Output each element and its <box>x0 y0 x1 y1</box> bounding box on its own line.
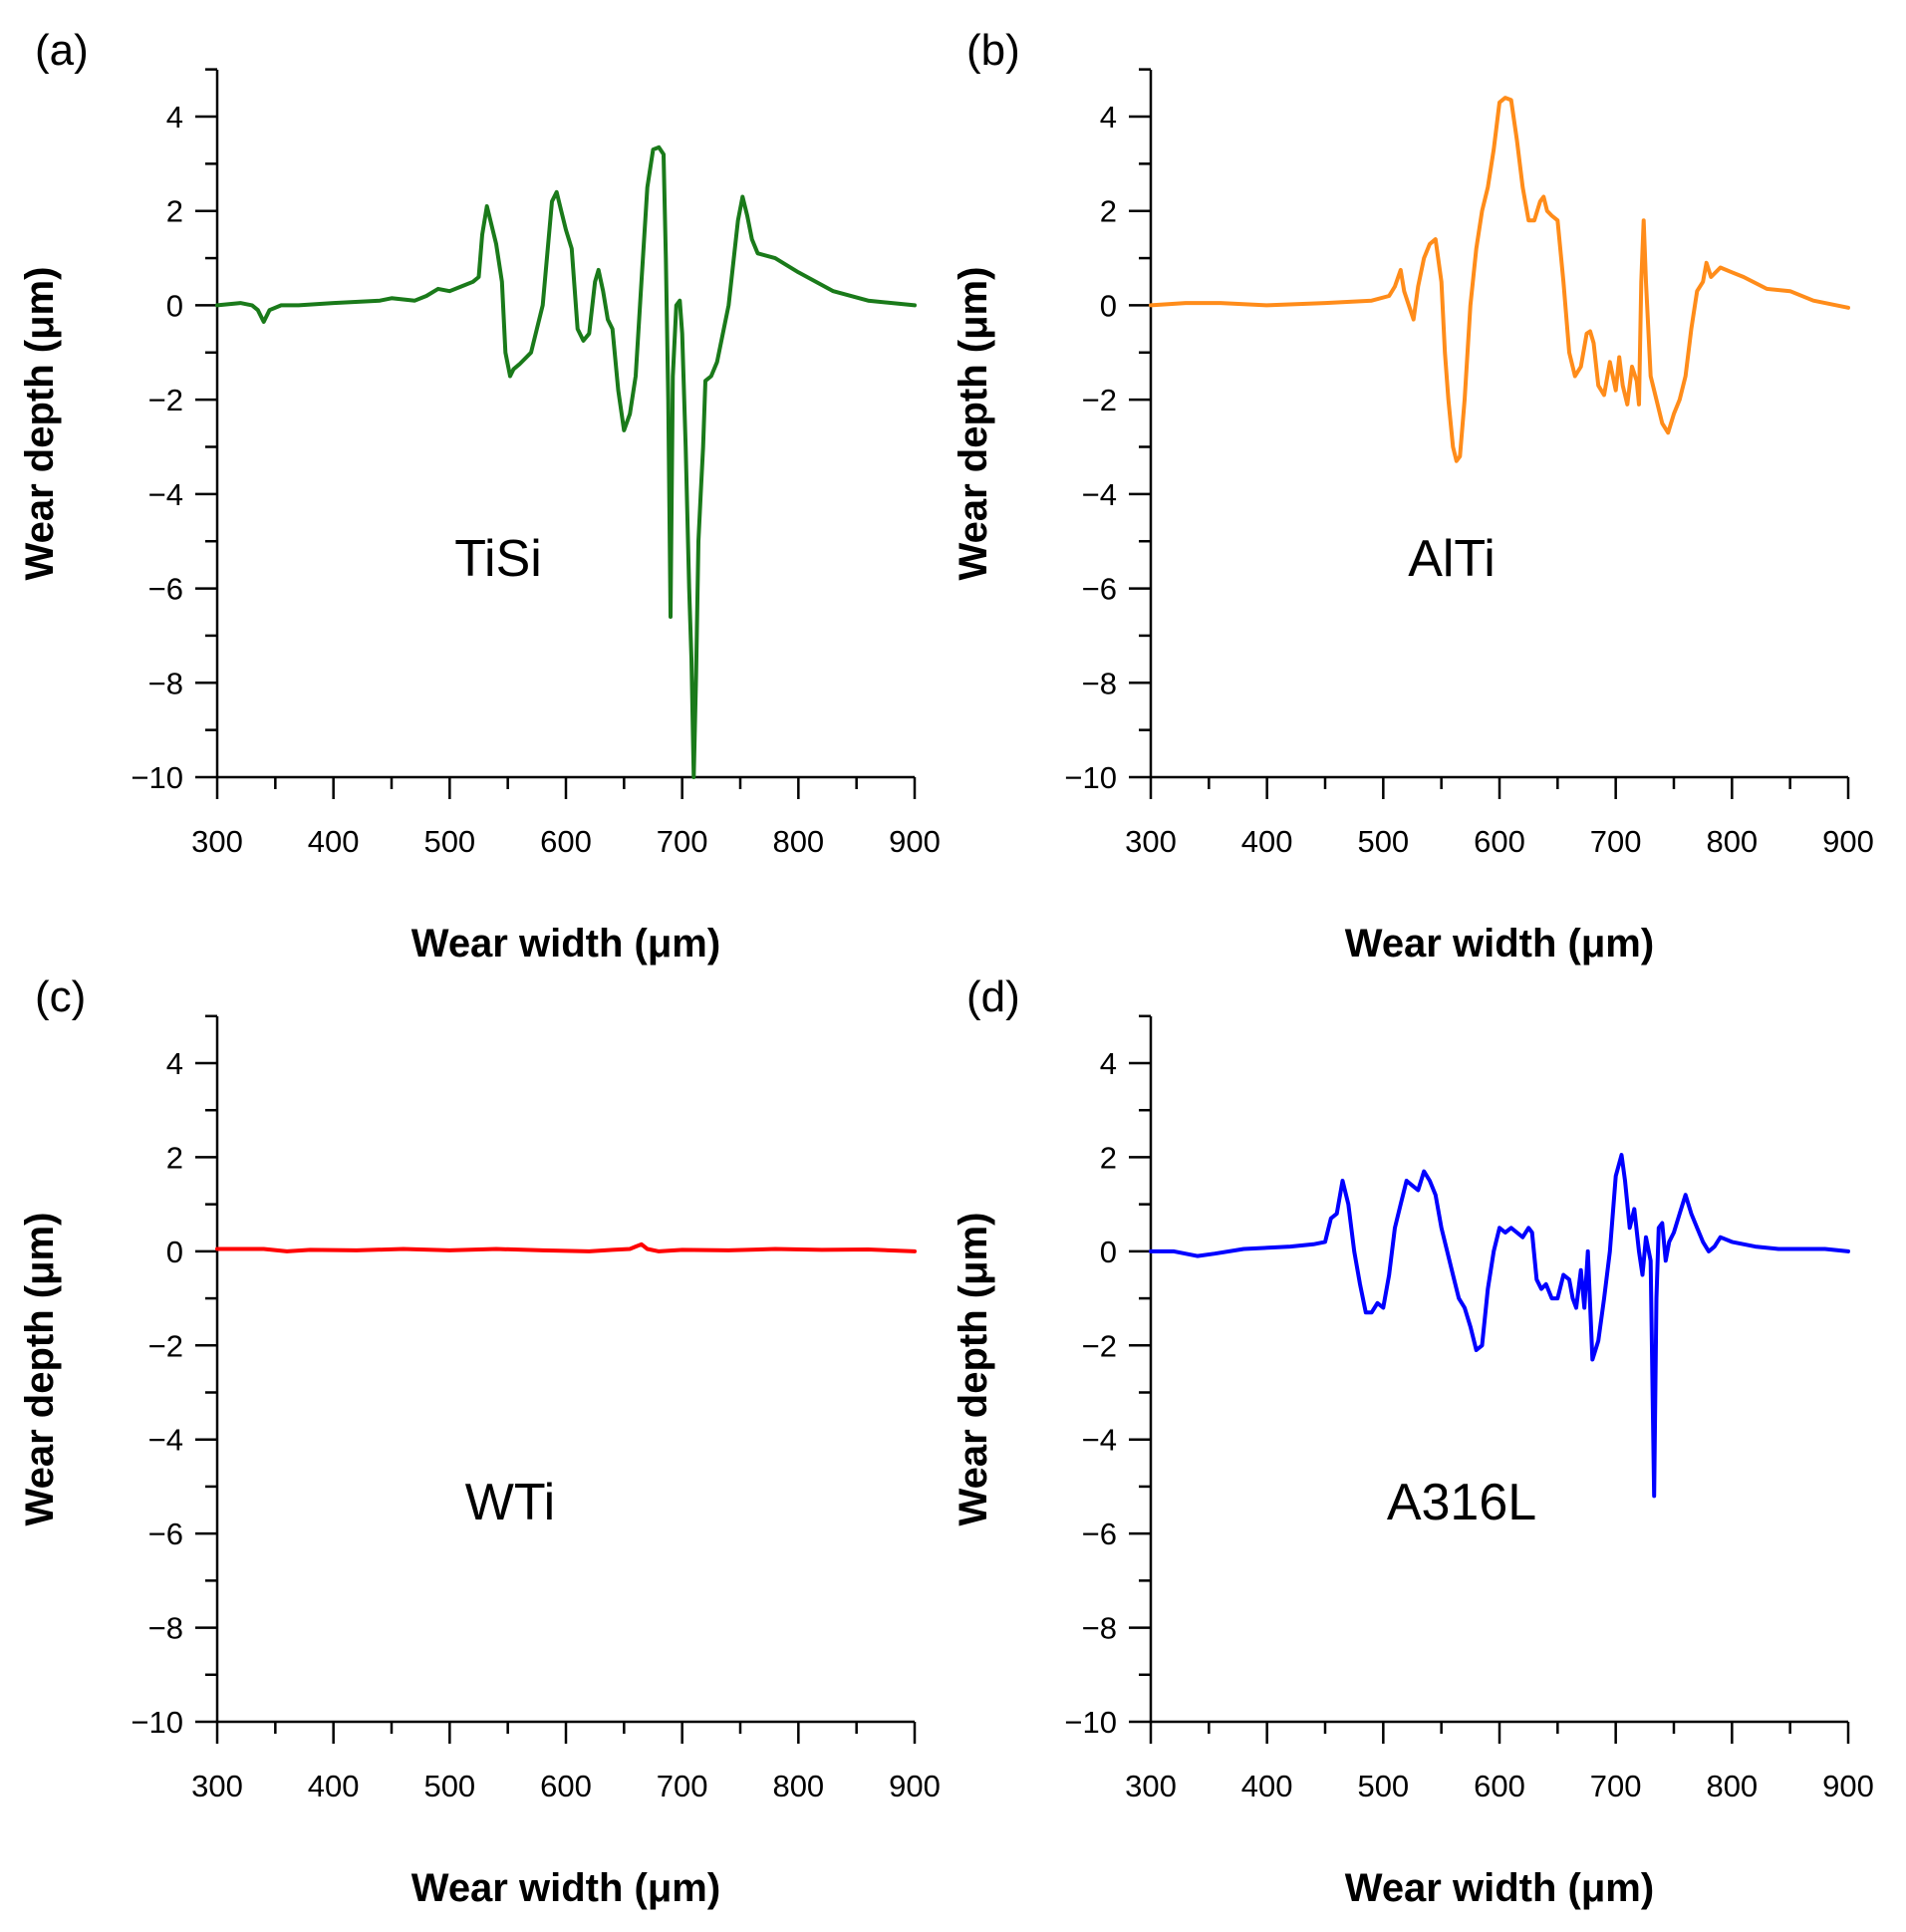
x-tick-label: 700 <box>657 1769 708 1803</box>
series-line-alti <box>1149 96 1850 463</box>
panel-label: (a) <box>35 26 89 75</box>
x-tick-label: 800 <box>1706 824 1758 859</box>
panel-label: (b) <box>966 26 1020 75</box>
y-axis-title: Wear depth (μm) <box>18 267 62 581</box>
y-tick-label: 2 <box>166 1140 183 1175</box>
y-tick-label: −10 <box>1064 760 1117 795</box>
y-tick-label: −10 <box>131 1705 183 1740</box>
x-tick-label: 600 <box>1474 824 1525 859</box>
y-tick-label: −8 <box>148 1611 183 1646</box>
y-tick-label: 2 <box>166 194 183 229</box>
y-tick-label: 0 <box>166 1235 183 1269</box>
material-annotation: AlTi <box>1408 530 1496 588</box>
x-tick-label: 800 <box>772 824 824 859</box>
x-tick-label: 900 <box>1822 824 1874 859</box>
panel-label: (d) <box>966 972 1020 1021</box>
x-tick-label: 900 <box>889 1769 941 1803</box>
x-tick-label: 300 <box>191 1769 243 1803</box>
x-tick-label: 700 <box>1590 824 1642 859</box>
y-tick-label: −6 <box>148 572 183 607</box>
x-tick-label: 700 <box>1590 1769 1642 1803</box>
y-tick-label: −4 <box>148 1423 183 1458</box>
series-line-a316l <box>1149 1153 1850 1499</box>
y-tick-label: −10 <box>131 760 183 795</box>
series-line-tisi <box>215 144 917 779</box>
y-tick-label: 0 <box>1100 1235 1117 1269</box>
y-tick-label: −8 <box>148 666 183 700</box>
x-tick-label: 300 <box>191 824 243 859</box>
x-tick-label: 400 <box>308 1769 360 1803</box>
y-tick-label: −2 <box>1082 1328 1117 1363</box>
x-tick-label: 300 <box>1125 1769 1177 1803</box>
x-tick-label: 300 <box>1125 824 1177 859</box>
y-tick-label: 0 <box>166 288 183 323</box>
y-tick-label: −6 <box>1082 1517 1117 1551</box>
material-annotation: TiSi <box>454 530 542 588</box>
y-tick-label: 4 <box>166 1046 183 1081</box>
y-tick-label: −6 <box>148 1517 183 1551</box>
y-tick-label: −2 <box>1082 383 1117 417</box>
y-tick-label: 2 <box>1100 1140 1117 1175</box>
x-tick-label: 900 <box>889 824 941 859</box>
material-annotation: WTi <box>465 1474 555 1531</box>
y-tick-label: −2 <box>148 1328 183 1363</box>
x-axis-title: Wear width (μm) <box>1345 1866 1654 1910</box>
y-tick-label: −4 <box>148 477 183 512</box>
x-axis-title: Wear width (μm) <box>411 922 720 966</box>
x-tick-label: 500 <box>1357 824 1409 859</box>
x-tick-label: 400 <box>1241 1769 1293 1803</box>
x-tick-label: 500 <box>423 824 475 859</box>
x-tick-label: 700 <box>657 824 708 859</box>
x-tick-label: 400 <box>1241 824 1293 859</box>
y-tick-label: 4 <box>1100 100 1117 135</box>
x-tick-label: 600 <box>1474 1769 1525 1803</box>
y-tick-label: −2 <box>148 383 183 417</box>
material-annotation: A316L <box>1387 1474 1536 1531</box>
y-tick-label: −6 <box>1082 572 1117 607</box>
y-axis-title: Wear depth (μm) <box>18 1213 62 1526</box>
x-tick-label: 500 <box>1357 1769 1409 1803</box>
y-tick-label: −10 <box>1064 1705 1117 1740</box>
y-tick-label: 4 <box>166 100 183 135</box>
x-tick-label: 800 <box>772 1769 824 1803</box>
series-line-wti <box>215 1242 917 1253</box>
y-tick-label: −4 <box>1082 1423 1117 1458</box>
panel-label: (c) <box>35 972 86 1021</box>
x-tick-label: 600 <box>540 824 592 859</box>
y-tick-label: −8 <box>1082 1611 1117 1646</box>
x-tick-label: 900 <box>1822 1769 1874 1803</box>
y-tick-label: −8 <box>1082 666 1117 700</box>
y-axis-title: Wear depth (μm) <box>952 267 995 581</box>
y-tick-label: −4 <box>1082 477 1117 512</box>
y-tick-label: 0 <box>1100 288 1117 323</box>
x-axis-title: Wear width (μm) <box>411 1866 720 1910</box>
y-axis-title: Wear depth (μm) <box>952 1213 995 1526</box>
x-axis-title: Wear width (μm) <box>1345 922 1654 966</box>
x-tick-label: 400 <box>308 824 360 859</box>
x-tick-label: 600 <box>540 1769 592 1803</box>
x-tick-label: 500 <box>423 1769 475 1803</box>
y-tick-label: 2 <box>1100 194 1117 229</box>
y-tick-label: 4 <box>1100 1046 1117 1081</box>
x-tick-label: 800 <box>1706 1769 1758 1803</box>
